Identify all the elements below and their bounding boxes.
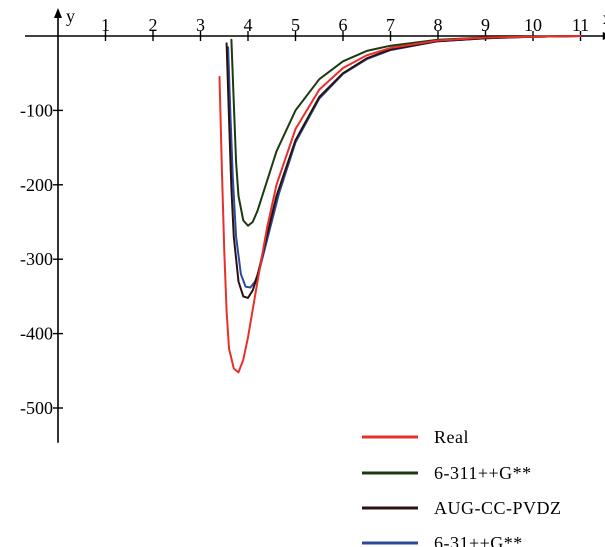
y-tick-label: -200 bbox=[20, 175, 53, 195]
axes: x y 1 2 3 4 5 6 7 8 9 10 11 -100 -200 -300 -400 -500 bbox=[20, 6, 605, 443]
x-tick-label: 1 bbox=[101, 15, 110, 35]
legend: Real 6-311++G** AUG-CC-PVDZ 6-31++G** bbox=[362, 427, 562, 547]
x-tick-label: 10 bbox=[524, 15, 542, 35]
x-tick-label: 5 bbox=[291, 15, 300, 35]
x-axis-arrow bbox=[602, 32, 605, 40]
y-tick-label: -500 bbox=[20, 398, 53, 418]
legend-label-aug-cc-pvdz: AUG-CC-PVDZ bbox=[434, 498, 562, 518]
y-tick-label: -400 bbox=[20, 324, 53, 344]
y-axis-label: y bbox=[66, 6, 75, 26]
legend-label-real: Real bbox=[434, 427, 469, 447]
x-tick-label: 8 bbox=[434, 15, 443, 35]
series-line-6-31-g bbox=[227, 35, 582, 289]
legend-label-6-311-g: 6-311++G** bbox=[434, 463, 532, 483]
series-line-aug-cc-pvdz bbox=[225, 35, 582, 299]
x-axis-label: x bbox=[603, 8, 605, 28]
x-tick-label: 2 bbox=[149, 15, 158, 35]
x-tick-label: 3 bbox=[196, 15, 205, 35]
series-line-6-311-g bbox=[230, 35, 582, 227]
x-tick-label: 7 bbox=[386, 15, 395, 35]
x-tick-label: 11 bbox=[572, 15, 589, 35]
series-line-real bbox=[218, 35, 582, 374]
x-tick-label: 6 bbox=[339, 15, 348, 35]
y-tick-label: -100 bbox=[20, 100, 53, 120]
series-layer bbox=[218, 35, 582, 374]
y-tick-label: -300 bbox=[20, 249, 53, 269]
x-tick-label: 4 bbox=[244, 15, 253, 35]
legend-label-6-31-g: 6-31++G** bbox=[434, 533, 523, 547]
y-axis-arrow bbox=[54, 8, 62, 18]
x-tick-label: 9 bbox=[481, 15, 490, 35]
